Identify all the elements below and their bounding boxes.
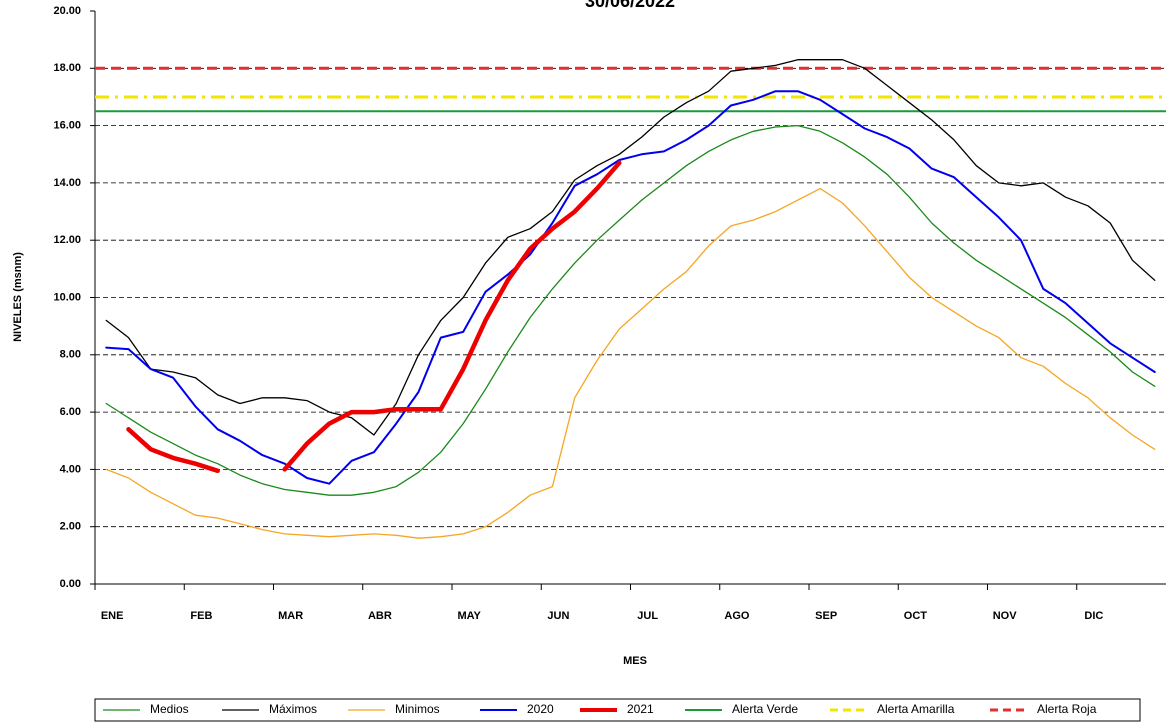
x-tick-label: FEB [190, 610, 212, 622]
legend-label: Alerta Amarilla [877, 702, 955, 716]
series-line [105, 59, 1156, 436]
y-tick-label: 2.00 [60, 521, 81, 533]
legend-box [94, 698, 1141, 722]
y-tick-label: 16.00 [53, 120, 81, 132]
series-line [105, 124, 1156, 496]
y-tick-label: 0.00 [60, 578, 81, 590]
y-tick-label: 6.00 [60, 406, 81, 418]
y-tick-label: 14.00 [53, 177, 81, 189]
y-axis-label: NIVELES (msnm) [12, 252, 24, 342]
y-tick-label: 20.00 [53, 5, 81, 17]
legend-label: Alerta Roja [1037, 702, 1097, 716]
y-tick-label: 12.00 [53, 234, 81, 246]
x-tick-label: SEP [815, 610, 837, 622]
x-tick-label: MAY [457, 610, 481, 622]
series-line [126, 160, 622, 474]
x-tick-label: JUL [637, 610, 658, 622]
legend-label: Medios [150, 702, 189, 716]
x-tick-label: DIC [1084, 610, 1103, 622]
y-tick-label: 4.00 [60, 463, 81, 475]
legend-label: Alerta Verde [732, 702, 798, 716]
x-tick-label: OCT [904, 610, 928, 622]
y-tick-label: 8.00 [60, 349, 81, 361]
legend-label: 2020 [527, 702, 554, 716]
legend-label: Minimos [395, 702, 440, 716]
series-line [105, 187, 1156, 539]
x-tick-label: AGO [724, 610, 750, 622]
x-tick-label: MAR [278, 610, 303, 622]
x-tick-label: ENE [101, 610, 124, 622]
legend-label: 2021 [627, 702, 654, 716]
chart-title: 30/06/2022 [585, 0, 675, 11]
x-tick-label: JUN [547, 610, 569, 622]
legend-label: Máximos [269, 702, 317, 716]
x-axis-label: MES [623, 655, 647, 667]
series-line [105, 90, 1156, 485]
x-tick-label: NOV [993, 610, 1018, 622]
x-tick-label: ABR [368, 610, 392, 622]
y-tick-label: 10.00 [53, 291, 81, 303]
y-tick-label: 18.00 [53, 62, 81, 74]
